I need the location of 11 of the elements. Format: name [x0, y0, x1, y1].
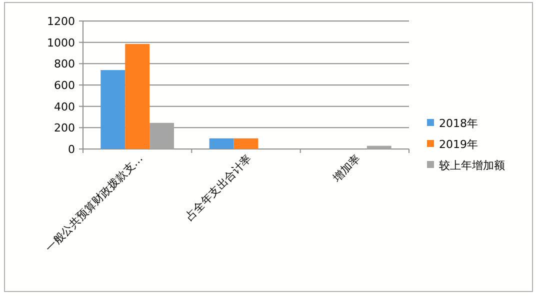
y-tick-label: 1000	[47, 36, 75, 50]
x-tick-label: 增加率	[330, 152, 363, 186]
y-tick-label: 1200	[47, 15, 75, 28]
y-tick-label: 200	[54, 122, 75, 135]
legend-label: 较上年增加额	[439, 159, 505, 172]
y-tick-label: 600	[54, 79, 75, 92]
y-tick-label: 800	[54, 58, 75, 71]
y-tick-label: 400	[54, 100, 75, 114]
x-tick-label: 占全年支出合计率	[182, 152, 254, 224]
legend-label: 2019年	[439, 138, 478, 151]
legend-label: 2018年	[439, 117, 478, 130]
